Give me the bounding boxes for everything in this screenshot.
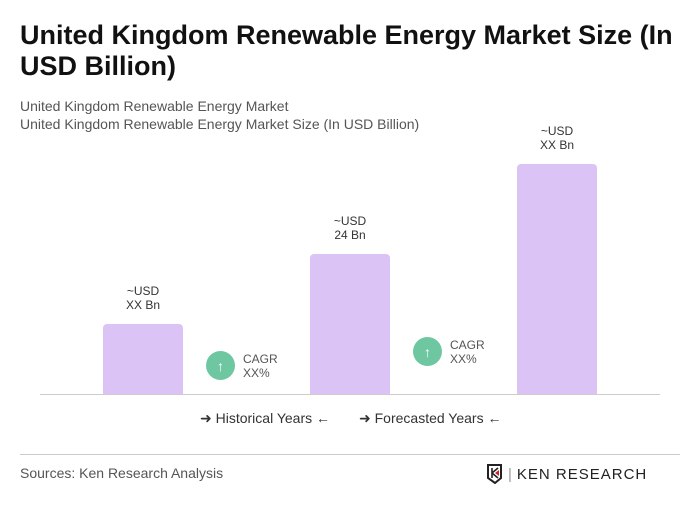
cagr-value: XX% <box>243 365 270 380</box>
arrow-left-icon: ← <box>483 410 502 426</box>
cagr-2: ↑ CAGR XX% <box>413 337 485 366</box>
divider <box>20 454 680 455</box>
cagr-label: CAGR <box>243 351 278 366</box>
bar-label-3: ~USD XX Bn <box>539 124 575 152</box>
arrow-left-icon: ← <box>312 410 331 426</box>
bar-label-2: ~USD 24 Bn <box>333 214 367 242</box>
bar-label-1: ~USD XX Bn <box>125 284 161 312</box>
page-title: United Kingdom Renewable Energy Market S… <box>20 20 673 81</box>
legend-forecasted: ➜ Forecasted Years ← <box>359 410 501 427</box>
cagr-value: XX% <box>450 351 477 366</box>
logo-text: KEN RESEARCH <box>516 465 648 483</box>
subtitle: United Kingdom Renewable Energy Market <box>20 98 289 114</box>
legend-historical: ➜ Historical Years ← <box>200 410 330 427</box>
logo-icon <box>487 464 502 484</box>
subtitle-2: United Kingdom Renewable Energy Market S… <box>20 116 420 132</box>
bar-3 <box>517 164 597 394</box>
bar-2 <box>310 254 390 394</box>
cagr-label: CAGR <box>450 337 485 352</box>
source-text: Sources: Ken Research Analysis <box>20 465 224 481</box>
arrow-up-icon: ↑ <box>413 337 442 366</box>
ken-research-logo: | KEN RESEARCH <box>486 464 647 484</box>
arrow-right-icon: ➜ <box>200 410 216 426</box>
arrow-up-icon: ↑ <box>206 351 235 380</box>
arrow-right-icon: ➜ <box>359 410 375 426</box>
cagr-1: ↑ CAGR XX% <box>206 351 278 380</box>
legend-label: Historical Years <box>215 410 313 426</box>
legend-label: Forecasted Years <box>374 410 484 426</box>
bar-1 <box>103 324 183 394</box>
x-axis <box>40 394 660 395</box>
